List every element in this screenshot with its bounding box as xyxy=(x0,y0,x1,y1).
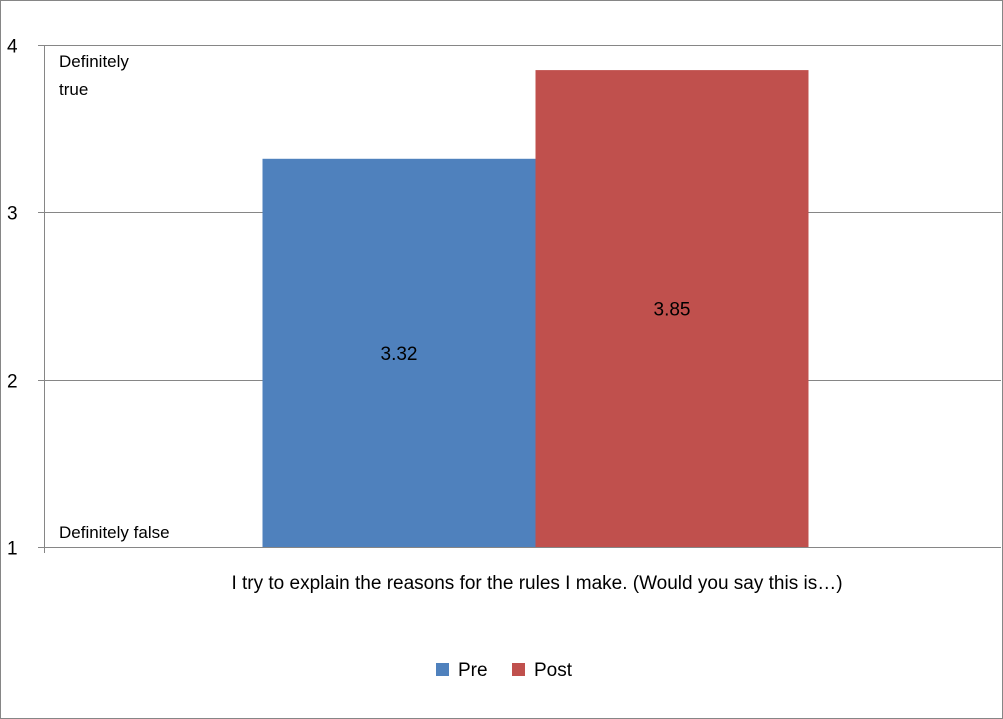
bar-data-labels: 3.32 3.85 xyxy=(381,300,691,365)
x-category-label: I try to explain the reasons for the rul… xyxy=(231,573,842,594)
y-tick-marks xyxy=(38,45,45,553)
data-label-post: 3.85 xyxy=(654,300,691,321)
y-tick-label: 4 xyxy=(7,37,18,58)
y-tick-label: 2 xyxy=(7,372,18,393)
legend-swatch xyxy=(512,663,525,676)
legend-label: Post xyxy=(534,660,573,681)
legend-label: Pre xyxy=(458,660,488,681)
bars xyxy=(262,70,809,547)
legend: Pre Post xyxy=(436,660,573,681)
y-tick-label: 1 xyxy=(7,539,18,560)
annotation-definitely: Definitely xyxy=(59,52,129,71)
data-label-pre: 3.32 xyxy=(381,344,418,365)
annotation-true: true xyxy=(59,80,88,99)
bar-post xyxy=(535,70,809,547)
annotation-definitely-false: Definitely false xyxy=(59,523,170,542)
legend-item-pre: Pre xyxy=(436,660,488,681)
y-tick-label: 3 xyxy=(7,204,18,225)
y-tick-labels: 1 2 3 4 xyxy=(7,37,18,560)
legend-swatch xyxy=(436,663,449,676)
bar-pre xyxy=(262,158,536,547)
legend-item-post: Post xyxy=(512,660,573,681)
